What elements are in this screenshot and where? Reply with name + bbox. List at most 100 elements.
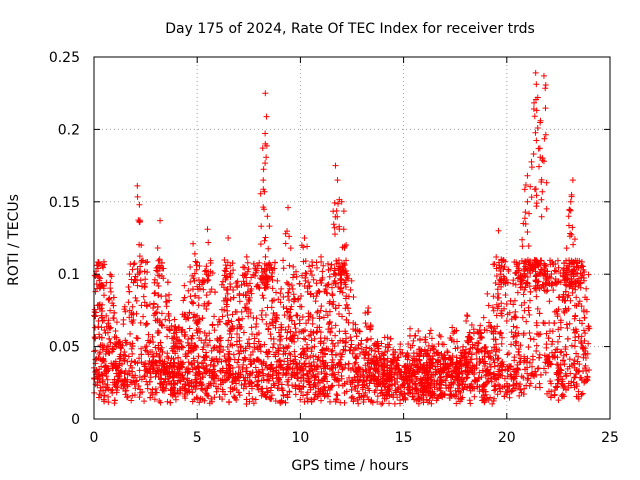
roti-point xyxy=(254,378,261,385)
roti-point xyxy=(149,386,156,393)
roti-point xyxy=(247,309,254,316)
roti-point xyxy=(213,388,220,395)
roti-point xyxy=(118,382,125,389)
roti-point xyxy=(411,396,418,403)
roti-point xyxy=(543,275,550,282)
roti-point xyxy=(162,316,169,323)
roti-point xyxy=(526,359,533,366)
roti-point xyxy=(123,378,130,385)
roti-point xyxy=(513,380,520,387)
roti-point xyxy=(564,335,571,342)
roti-point xyxy=(314,356,321,363)
roti-point xyxy=(388,382,395,389)
roti-point xyxy=(393,389,400,396)
roti-point xyxy=(498,367,505,374)
roti-point xyxy=(543,179,550,186)
roti-point xyxy=(325,393,332,400)
roti-point xyxy=(256,343,263,350)
roti-point xyxy=(517,386,524,393)
roti-point xyxy=(142,259,149,266)
roti-point xyxy=(255,330,262,337)
roti-point xyxy=(577,279,584,286)
roti-point xyxy=(396,366,403,373)
roti-point xyxy=(284,228,291,235)
roti-point xyxy=(177,378,184,385)
roti-point xyxy=(556,333,563,340)
roti-point xyxy=(576,361,583,368)
roti-point xyxy=(261,188,268,195)
roti-peak-point xyxy=(536,145,543,152)
roti-point xyxy=(199,315,206,322)
roti-point xyxy=(340,208,347,215)
roti-point xyxy=(146,358,153,365)
roti-point xyxy=(226,365,233,372)
roti-point xyxy=(372,368,379,375)
roti-point xyxy=(257,241,264,248)
roti-point xyxy=(505,350,512,357)
roti-point xyxy=(544,390,551,397)
roti-point xyxy=(381,359,388,366)
roti-point xyxy=(508,363,515,370)
roti-point xyxy=(380,363,387,370)
roti-point xyxy=(285,343,292,350)
roti-point xyxy=(355,400,362,407)
roti-point xyxy=(416,395,423,402)
roti-point xyxy=(252,364,259,371)
roti-point xyxy=(287,313,294,320)
roti-point xyxy=(234,331,241,338)
roti-point xyxy=(224,259,231,266)
roti-point xyxy=(569,224,576,231)
roti-peak-point xyxy=(340,226,347,233)
roti-point xyxy=(547,261,554,268)
roti-point xyxy=(300,371,307,378)
roti-point xyxy=(341,279,348,286)
roti-point xyxy=(325,321,332,328)
roti-point xyxy=(490,293,497,300)
roti-point xyxy=(497,362,504,369)
roti-point xyxy=(232,308,239,315)
roti-point xyxy=(185,347,192,354)
roti-point xyxy=(290,291,297,298)
roti-point xyxy=(297,396,304,403)
roti-point xyxy=(138,302,145,309)
roti-point xyxy=(343,242,350,249)
roti-point xyxy=(566,320,573,327)
roti-point xyxy=(495,362,502,369)
roti-point xyxy=(304,389,311,396)
roti-point xyxy=(553,361,560,368)
roti-point xyxy=(210,380,217,387)
roti-point xyxy=(553,308,560,315)
roti-point xyxy=(454,377,461,384)
roti-point xyxy=(151,276,158,283)
roti-point xyxy=(381,395,388,402)
roti-point xyxy=(568,281,575,288)
roti-point xyxy=(195,318,202,325)
roti-point xyxy=(281,312,288,319)
roti-point xyxy=(341,267,348,274)
roti-point xyxy=(92,324,99,331)
x-tick-label: 5 xyxy=(193,430,202,446)
roti-point xyxy=(529,363,535,370)
roti-point xyxy=(377,355,384,362)
roti-point xyxy=(246,280,253,287)
roti-point xyxy=(310,293,317,300)
roti-point xyxy=(283,305,290,312)
roti-point xyxy=(302,269,309,276)
roti-point xyxy=(319,390,326,397)
roti-point xyxy=(190,346,197,353)
roti-point xyxy=(561,361,568,368)
roti-point xyxy=(530,105,537,112)
roti-point xyxy=(199,346,206,353)
roti-point xyxy=(273,289,280,296)
roti-point xyxy=(213,344,220,351)
roti-point xyxy=(322,373,329,380)
roti-point xyxy=(358,337,365,344)
roti-point xyxy=(110,294,117,301)
roti-point xyxy=(487,375,494,382)
roti-point xyxy=(391,400,398,407)
roti-point xyxy=(234,283,241,290)
roti-point xyxy=(158,310,165,317)
roti-point xyxy=(471,393,478,400)
roti-point xyxy=(311,395,318,402)
roti-point xyxy=(586,366,593,373)
